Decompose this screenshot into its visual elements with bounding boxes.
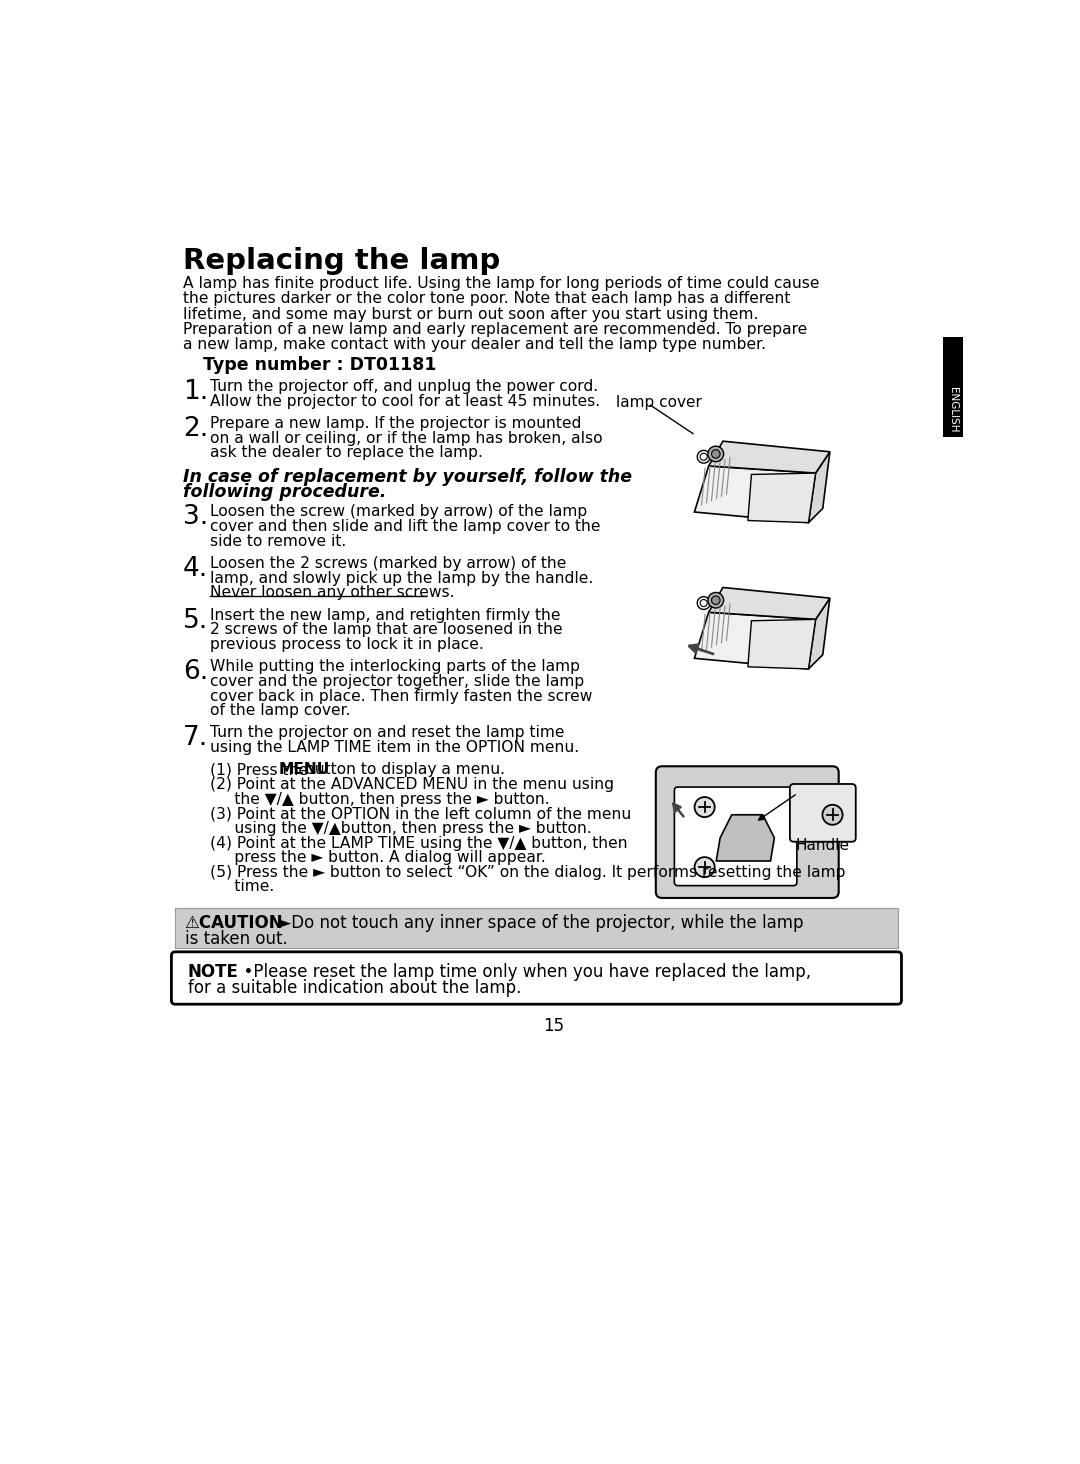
Text: 1.: 1. <box>183 379 208 406</box>
Text: Replacing the lamp: Replacing the lamp <box>183 246 500 275</box>
Circle shape <box>823 805 842 824</box>
Text: 6.: 6. <box>183 659 208 685</box>
Text: While putting the interlocking parts of the lamp: While putting the interlocking parts of … <box>211 659 580 675</box>
Text: Turn the projector off, and unplug the power cord.: Turn the projector off, and unplug the p… <box>211 379 598 394</box>
FancyBboxPatch shape <box>674 788 797 886</box>
Text: 15: 15 <box>543 1017 564 1035</box>
Text: •Please reset the lamp time only when you have replaced the lamp,: •Please reset the lamp time only when yo… <box>232 963 811 981</box>
Text: (1) Press the: (1) Press the <box>211 763 313 777</box>
Text: cover and the projector together, slide the lamp: cover and the projector together, slide … <box>211 673 584 690</box>
Text: Preparation of a new lamp and early replacement are recommended. To prepare: Preparation of a new lamp and early repl… <box>183 322 807 337</box>
FancyBboxPatch shape <box>172 952 902 1004</box>
Polygon shape <box>747 473 815 523</box>
Text: 3.: 3. <box>183 505 208 530</box>
Text: the ▼/▲ button, then press the ► button.: the ▼/▲ button, then press the ► button. <box>211 792 550 807</box>
Polygon shape <box>708 441 829 473</box>
Text: Type number : DT01181: Type number : DT01181 <box>203 356 436 373</box>
FancyBboxPatch shape <box>656 766 839 897</box>
Text: Turn the projector on and reset the lamp time: Turn the projector on and reset the lamp… <box>211 726 565 741</box>
Text: Insert the new lamp, and retighten firmly the: Insert the new lamp, and retighten firml… <box>211 608 561 622</box>
Text: lifetime, and some may burst or burn out soon after you start using them.: lifetime, and some may burst or burn out… <box>183 306 758 322</box>
Text: 2.: 2. <box>183 416 208 442</box>
Text: lamp cover: lamp cover <box>616 395 701 410</box>
Text: is taken out.: is taken out. <box>185 930 287 947</box>
Text: on a wall or ceiling, or if the lamp has broken, also: on a wall or ceiling, or if the lamp has… <box>211 430 603 445</box>
Text: Allow the projector to cool for at least 45 minutes.: Allow the projector to cool for at least… <box>211 394 600 408</box>
Circle shape <box>712 449 720 458</box>
Text: following procedure.: following procedure. <box>183 483 387 501</box>
Text: 4.: 4. <box>183 556 208 583</box>
Text: 5.: 5. <box>183 608 208 634</box>
Text: NOTE: NOTE <box>188 963 239 981</box>
Text: ask the dealer to replace the lamp.: ask the dealer to replace the lamp. <box>211 445 483 460</box>
Circle shape <box>698 597 710 609</box>
Text: lamp, and slowly pick up the lamp by the handle.: lamp, and slowly pick up the lamp by the… <box>211 571 593 586</box>
Polygon shape <box>716 815 774 861</box>
Text: press the ► button. A dialog will appear.: press the ► button. A dialog will appear… <box>211 851 545 865</box>
Bar <box>943 337 962 438</box>
Circle shape <box>708 447 724 461</box>
Text: MENU: MENU <box>279 763 329 777</box>
Text: previous process to lock it in place.: previous process to lock it in place. <box>211 637 484 651</box>
Text: Handle: Handle <box>795 837 849 854</box>
Text: ►Do not touch any inner space of the projector, while the lamp: ►Do not touch any inner space of the pro… <box>268 914 804 933</box>
Bar <box>175 908 897 949</box>
Text: Prepare a new lamp. If the projector is mounted: Prepare a new lamp. If the projector is … <box>211 416 581 430</box>
Text: (2) Point at the ADVANCED MENU in the menu using: (2) Point at the ADVANCED MENU in the me… <box>211 777 615 792</box>
Text: (4) Point at the LAMP TIME using the ▼/▲ button, then: (4) Point at the LAMP TIME using the ▼/▲… <box>211 836 627 851</box>
Polygon shape <box>708 587 829 619</box>
Text: Never loosen any other screws.: Never loosen any other screws. <box>211 586 455 600</box>
Circle shape <box>698 451 710 463</box>
Text: of the lamp cover.: of the lamp cover. <box>211 703 351 719</box>
Text: side to remove it.: side to remove it. <box>211 534 347 549</box>
Text: Loosen the screw (marked by arrow) of the lamp: Loosen the screw (marked by arrow) of th… <box>211 505 588 520</box>
Text: A lamp has finite product life. Using the lamp for long periods of time could ca: A lamp has finite product life. Using th… <box>183 275 820 291</box>
Polygon shape <box>747 619 815 669</box>
Text: button to display a menu.: button to display a menu. <box>300 763 505 777</box>
Text: cover back in place. Then firmly fasten the screw: cover back in place. Then firmly fasten … <box>211 688 593 704</box>
Text: using the ▼/▲button, then press the ► button.: using the ▼/▲button, then press the ► bu… <box>211 821 592 836</box>
Text: 2 screws of the lamp that are loosened in the: 2 screws of the lamp that are loosened i… <box>211 622 563 637</box>
Text: the pictures darker or the color tone poor. Note that each lamp has a different: the pictures darker or the color tone po… <box>183 291 791 306</box>
Text: ⚠CAUTION: ⚠CAUTION <box>185 914 283 933</box>
Text: for a suitable indication about the lamp.: for a suitable indication about the lamp… <box>188 979 521 997</box>
Text: (3) Point at the OPTION in the left column of the menu: (3) Point at the OPTION in the left colu… <box>211 807 632 821</box>
Text: ENGLISH: ENGLISH <box>947 388 958 433</box>
Text: a new lamp, make contact with your dealer and tell the lamp type number.: a new lamp, make contact with your deale… <box>183 337 766 353</box>
Polygon shape <box>809 599 829 669</box>
Circle shape <box>694 856 715 877</box>
Text: time.: time. <box>211 880 274 895</box>
Circle shape <box>694 796 715 817</box>
Text: In case of replacement by yourself, follow the: In case of replacement by yourself, foll… <box>183 467 632 486</box>
Circle shape <box>712 596 720 605</box>
Circle shape <box>708 593 724 608</box>
FancyBboxPatch shape <box>789 785 855 842</box>
Text: using the LAMP TIME item in the OPTION menu.: using the LAMP TIME item in the OPTION m… <box>211 741 579 755</box>
Polygon shape <box>694 612 815 669</box>
Polygon shape <box>809 452 829 523</box>
Text: Loosen the 2 screws (marked by arrow) of the: Loosen the 2 screws (marked by arrow) of… <box>211 556 567 571</box>
Text: 7.: 7. <box>183 726 208 751</box>
Polygon shape <box>694 466 815 523</box>
Text: (5) Press the ► button to select “OK” on the dialog. It performs resetting the l: (5) Press the ► button to select “OK” on… <box>211 865 846 880</box>
Text: cover and then slide and lift the lamp cover to the: cover and then slide and lift the lamp c… <box>211 520 600 534</box>
